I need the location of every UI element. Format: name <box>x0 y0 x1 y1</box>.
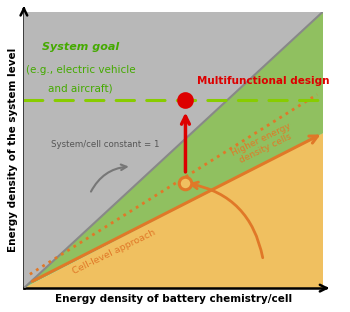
Text: and aircraft): and aircraft) <box>48 84 113 94</box>
Text: Cell-level approach: Cell-level approach <box>71 228 157 276</box>
Text: Multifunctional design: Multifunctional design <box>197 76 330 86</box>
Y-axis label: Energy density of the system level: Energy density of the system level <box>8 48 18 252</box>
Text: System goal: System goal <box>42 42 119 52</box>
Text: (e.g., electric vehicle: (e.g., electric vehicle <box>26 65 135 75</box>
Polygon shape <box>24 133 323 288</box>
Text: Higher energy
density cells: Higher energy density cells <box>230 121 297 167</box>
Polygon shape <box>24 12 323 288</box>
X-axis label: Energy density of battery chemistry/cell: Energy density of battery chemistry/cell <box>55 294 292 304</box>
Text: System/cell constant = 1: System/cell constant = 1 <box>51 140 159 149</box>
Polygon shape <box>24 12 323 288</box>
